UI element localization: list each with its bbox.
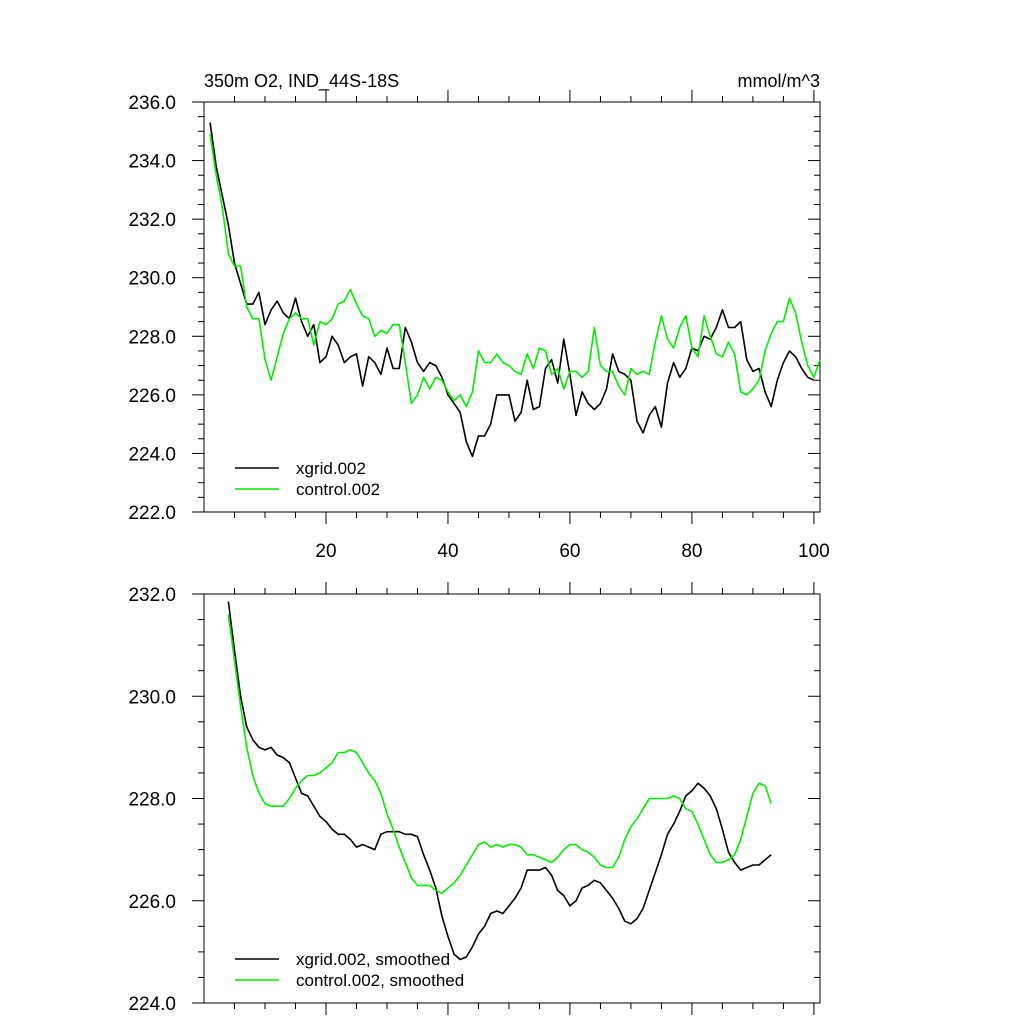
series-line — [227, 614, 772, 894]
plot-frame — [203, 101, 821, 513]
x-tick-label: 80 — [681, 541, 702, 562]
y-tick-label: 230.0 — [128, 687, 176, 708]
y-tick-label: 228.0 — [128, 327, 176, 348]
x-tick-label: 60 — [559, 541, 580, 562]
y-tick-label: 226.0 — [128, 386, 176, 407]
legend-label: xgrid.002, smoothed — [296, 950, 450, 969]
legend-label: control.002 — [296, 480, 380, 499]
top-panel: 350m O2, IND_44S-18S mmol/m^3 222.0 224.0… — [128, 71, 829, 562]
panel-title: 350m O2, IND_44S-18S — [204, 71, 399, 92]
x-tick-label: 40 — [437, 541, 458, 562]
x-tick-label: 20 — [315, 541, 336, 562]
y-tick-label: 232.0 — [128, 585, 176, 606]
y-tick-label: 236.0 — [128, 93, 176, 114]
y-tick-label: 226.0 — [128, 892, 176, 913]
y-tick-label: 232.0 — [128, 210, 176, 231]
y-tick-label: 222.0 — [128, 503, 176, 524]
x-tick-label: 100 — [798, 541, 830, 562]
series-line — [227, 601, 772, 961]
series-line — [209, 122, 815, 458]
legend-label: control.002, smoothed — [296, 971, 464, 990]
y-tick-label: 224.0 — [128, 994, 176, 1015]
y-tick-label: 228.0 — [128, 790, 176, 811]
legend-label: xgrid.002 — [296, 459, 366, 478]
y-tick-label: 234.0 — [128, 152, 176, 173]
panel-units: mmol/m^3 — [738, 71, 820, 91]
series-line — [209, 134, 821, 408]
plot-frame — [203, 593, 821, 1004]
y-tick-label: 230.0 — [128, 269, 176, 290]
y-tick-label: 224.0 — [128, 444, 176, 465]
bottom-panel: 224.0 226.0 228.0 230.0 232.0 xgrid.002, smoo… — [128, 582, 821, 1015]
